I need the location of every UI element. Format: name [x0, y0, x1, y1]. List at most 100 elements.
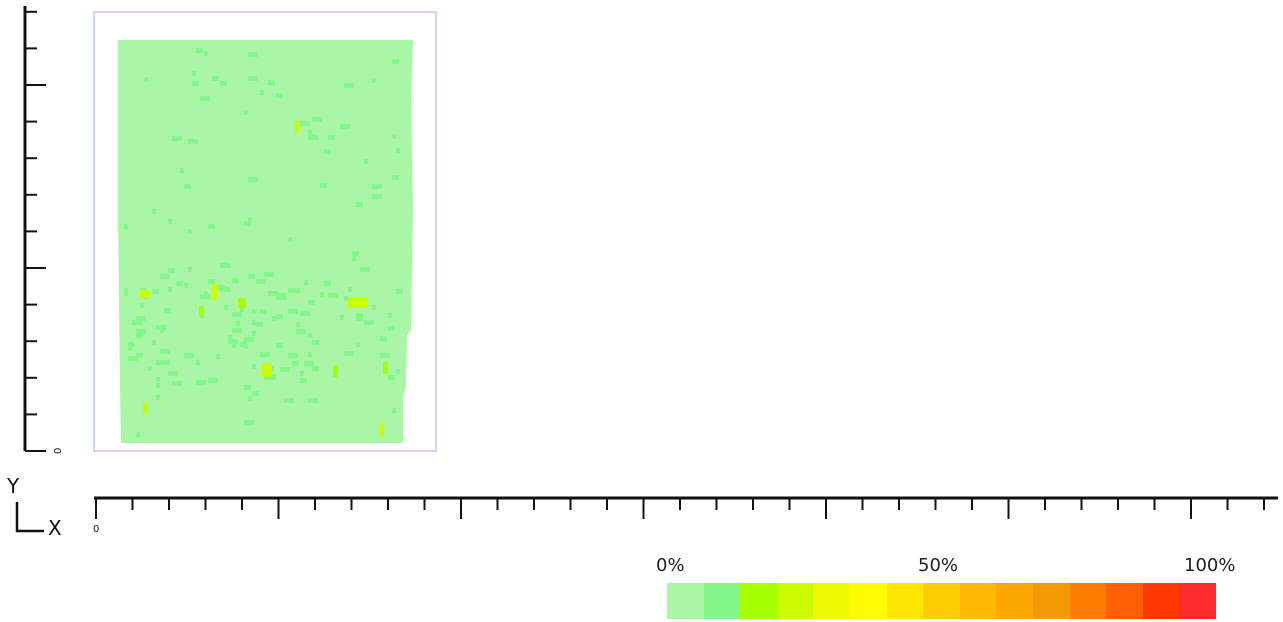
heatmap-cell [232, 343, 236, 348]
legend-swatch [849, 583, 887, 619]
heatmap-cell [240, 342, 247, 347]
heatmap-cell [344, 351, 354, 356]
heatmap-cell [308, 300, 315, 305]
heatmap-hotspot [333, 365, 338, 377]
heatmap-cell [188, 267, 192, 272]
heatmap-cell [356, 313, 363, 318]
heatmap-cell [272, 316, 276, 321]
heatmap-cell [268, 80, 275, 85]
legend-swatch [740, 583, 777, 619]
axis-y-letter: Y [7, 474, 20, 498]
heatmap-cell [308, 135, 318, 140]
heatmap-cell [288, 353, 298, 358]
heatmap-cell [252, 320, 256, 325]
heatmap-cell [184, 184, 191, 189]
heatmap-cell [188, 139, 198, 144]
heatmap-cell [340, 315, 344, 320]
heatmap-cell [360, 267, 370, 272]
heatmap-cell [216, 354, 220, 359]
heatmap-cell [196, 380, 206, 385]
heatmap-cell [312, 340, 319, 345]
heatmap-cell [372, 78, 376, 83]
heatmap-hotspot [199, 306, 204, 316]
heatmap-cell [124, 224, 128, 229]
heatmap-cell [244, 337, 254, 342]
heatmap-cell [168, 219, 172, 224]
heatmap-cell [128, 356, 138, 361]
heatmap-cell [344, 83, 354, 88]
heatmap-cell [276, 293, 286, 298]
heatmap-cell [244, 420, 254, 425]
heatmap-cell [260, 352, 270, 357]
heatmap-cell [364, 159, 368, 164]
heatmap-cell [300, 311, 310, 316]
heatmap-cell [248, 396, 252, 401]
heatmap-cell [288, 237, 292, 242]
heatmap-cell [160, 328, 164, 333]
heatmap-cell [228, 339, 238, 344]
heatmap-cell [156, 325, 166, 330]
heatmap-cell [324, 149, 331, 154]
heatmap-cell [388, 313, 392, 318]
plate-body [118, 40, 413, 443]
heatmap-cell [208, 279, 215, 284]
heatmap-cell [348, 287, 352, 292]
heatmap-cell [172, 381, 182, 386]
heatmap-cell [232, 278, 239, 283]
heatmap-cell [352, 251, 359, 256]
heatmap-cell [192, 71, 196, 76]
heatmap-cell [284, 398, 294, 403]
heatmap-cell [392, 134, 396, 139]
heatmap-cell [392, 59, 399, 64]
heatmap-cell [140, 303, 144, 308]
heatmap-cell [252, 309, 256, 314]
heatmap-cell [308, 352, 312, 357]
heatmap-hotspot [143, 402, 148, 414]
heatmap-cell [220, 81, 227, 86]
heatmap-cell [244, 221, 251, 226]
heatmap-cell [268, 291, 278, 296]
heatmap-cell [136, 353, 143, 358]
heatmap-hotspot [379, 424, 384, 436]
heatmap-cell [300, 371, 304, 376]
legend-swatch [923, 583, 960, 619]
heatmap-cell [396, 148, 400, 153]
heatmap-cell [172, 136, 182, 141]
legend-swatch [703, 583, 741, 619]
legend-swatch [886, 583, 924, 619]
heatmap-cell [244, 385, 251, 390]
heatmap-cell [276, 343, 283, 348]
heatmap-cell [144, 77, 148, 82]
legend-label-mid: 50% [918, 555, 959, 576]
legend-swatch [1069, 583, 1107, 619]
heatmap-cell [168, 287, 172, 292]
heatmap-cell [248, 217, 252, 222]
heatmap-cell [296, 329, 306, 334]
heatmap-cell [328, 293, 338, 298]
heatmap-hotspot [238, 298, 246, 308]
heatmap-cell [212, 76, 219, 81]
heatmap-cell [392, 408, 396, 413]
legend-swatch [1142, 583, 1180, 619]
heatmap-plate [118, 40, 413, 443]
heatmap-cell [252, 391, 259, 396]
heatmap-cell [356, 202, 363, 207]
x-axis-ruler [94, 496, 1278, 519]
heatmap-cell [152, 340, 156, 345]
heatmap-cell [300, 121, 310, 126]
heatmap-hotspot [295, 121, 299, 133]
heatmap-cell [248, 274, 255, 279]
heatmap-cell [128, 342, 135, 347]
heatmap-cell [136, 432, 140, 437]
heatmap-cell [296, 288, 300, 293]
heatmap-cell [228, 335, 232, 340]
heatmap-cell [308, 130, 312, 135]
heatmap-cell [388, 326, 395, 331]
heatmap-cell [308, 333, 312, 338]
heatmap-cell [136, 333, 143, 338]
heatmap-cell [256, 279, 266, 284]
legend-label-low: 0% [656, 555, 685, 576]
heatmap-cell [388, 375, 395, 380]
heatmap-cell [396, 369, 400, 374]
